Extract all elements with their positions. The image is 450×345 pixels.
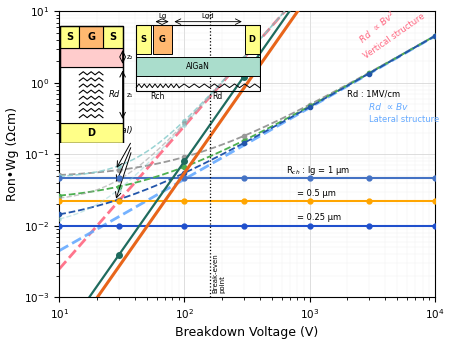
Text: z₂: z₂ xyxy=(126,55,133,60)
Text: R$_{ch}$ : lg = 1 µm: R$_{ch}$ : lg = 1 µm xyxy=(286,164,350,177)
Text: Vertical structure: Vertical structure xyxy=(363,12,427,61)
Text: Rd  ∝ Bv: Rd ∝ Bv xyxy=(369,103,408,112)
Text: S: S xyxy=(66,32,73,42)
Y-axis label: Ron•Wg (Ωcm): Ron•Wg (Ωcm) xyxy=(5,107,18,201)
Text: Lgd: Lgd xyxy=(202,13,214,19)
Text: = 0.5 µm: = 0.5 µm xyxy=(297,189,336,198)
Text: Rd: Rd xyxy=(212,92,222,101)
Text: S: S xyxy=(141,35,147,44)
Text: D: D xyxy=(249,35,256,44)
Text: Rd: Rd xyxy=(108,90,120,99)
Text: G: G xyxy=(87,32,95,42)
Bar xyxy=(136,57,260,76)
Text: = 0.25 µm: = 0.25 µm xyxy=(297,213,342,222)
Text: z₁: z₁ xyxy=(126,92,133,98)
Text: Lateral structure: Lateral structure xyxy=(369,116,440,125)
Text: AlGaN: AlGaN xyxy=(186,62,210,71)
Text: G: G xyxy=(159,35,166,44)
X-axis label: Breakdown Voltage (V): Breakdown Voltage (V) xyxy=(176,326,319,339)
Bar xyxy=(59,48,122,67)
Text: Break-even
point: Break-even point xyxy=(212,253,225,293)
Text: Rd : 1MV/cm: Rd : 1MV/cm xyxy=(347,89,400,98)
Text: Lg: Lg xyxy=(158,13,166,19)
Text: S: S xyxy=(109,32,117,42)
Bar xyxy=(103,26,122,48)
Bar xyxy=(245,24,260,54)
Text: Rd  ∝ Bv²: Rd ∝ Bv² xyxy=(359,10,396,44)
Bar xyxy=(59,123,122,143)
Bar xyxy=(59,26,79,48)
Bar xyxy=(59,67,122,123)
Text: Rch: Rch xyxy=(150,92,165,101)
Bar xyxy=(153,24,171,54)
Text: D: D xyxy=(87,128,95,138)
Text: Ron (Lateral): Ron (Lateral) xyxy=(73,126,132,135)
Bar xyxy=(136,24,260,91)
Bar xyxy=(79,26,103,48)
Bar xyxy=(136,24,151,54)
Bar xyxy=(59,26,122,143)
